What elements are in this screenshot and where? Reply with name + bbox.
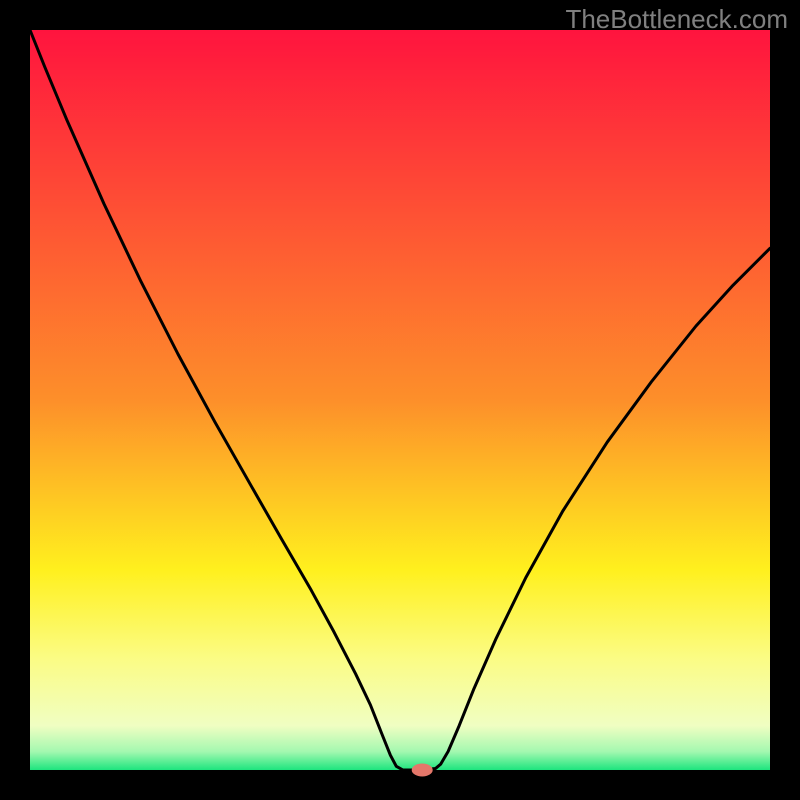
chart-marker-dot (412, 764, 432, 776)
chart-svg-layer (0, 0, 800, 800)
watermark-text: TheBottleneck.com (565, 4, 788, 35)
chart-curve-line (30, 30, 770, 770)
